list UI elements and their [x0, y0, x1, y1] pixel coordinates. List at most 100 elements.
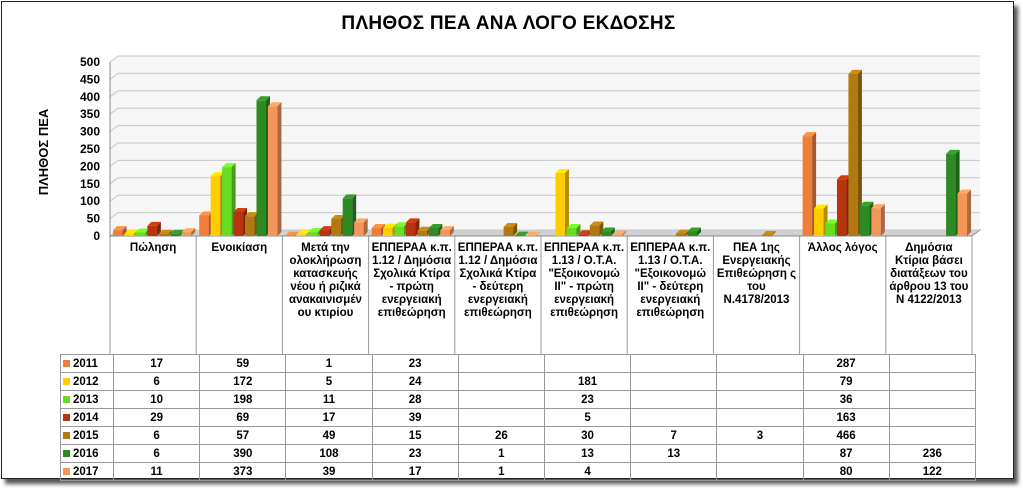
y-tick-label: 100	[80, 194, 100, 208]
y-tick-label: 400	[80, 90, 100, 104]
data-label: 29	[112, 408, 201, 427]
bar	[825, 223, 836, 236]
chart-plot: 0 50 100 150 200 250 300 350 400 450 500	[80, 55, 982, 354]
data-label: 17	[285, 408, 373, 427]
y-tick-label: 450	[80, 72, 100, 86]
y-tick-label: 250	[80, 142, 100, 156]
bar-top	[814, 204, 828, 209]
bar	[859, 205, 870, 236]
bar-top	[135, 228, 150, 233]
bar-side	[168, 229, 173, 236]
bar-side	[696, 227, 701, 236]
data-label: 108	[285, 444, 373, 463]
bar-top	[405, 218, 420, 223]
bar	[113, 230, 123, 236]
data-label	[888, 354, 976, 373]
bar-side	[880, 204, 885, 236]
bar	[428, 227, 439, 236]
bar-side	[564, 169, 569, 236]
bar	[158, 233, 169, 236]
bar-top	[762, 230, 776, 235]
legend-swatch	[63, 359, 70, 367]
table-row: 2015 6 57 49 15 26 30 7 3 466	[60, 426, 976, 445]
bar	[233, 211, 244, 236]
bar	[285, 235, 295, 237]
data-label: 6	[112, 426, 201, 445]
bar	[687, 231, 697, 236]
bar	[124, 233, 134, 236]
data-label: 3	[716, 426, 804, 445]
data-label: 5	[285, 372, 373, 391]
bar	[210, 176, 221, 236]
series-legend-cell: 2016	[60, 444, 114, 463]
data-label: 7	[630, 426, 718, 445]
bar	[848, 73, 858, 236]
bar-side	[536, 231, 541, 236]
bar-side	[857, 69, 862, 236]
bar-side	[610, 227, 615, 236]
bar	[371, 227, 382, 236]
bar-top	[555, 169, 569, 174]
y-tick-label: 350	[80, 107, 100, 121]
bar-side	[122, 226, 127, 236]
bar	[601, 231, 611, 236]
gridline	[109, 212, 980, 220]
data-label	[457, 408, 545, 427]
data-label: 181	[543, 372, 632, 391]
bar-top	[210, 172, 225, 177]
series-name: 2016	[73, 447, 99, 460]
bar	[946, 153, 956, 236]
data-table: 2011 17 59 1 23 287 2012 6 172 5 24 181 79 2013 10 198 1…	[60, 354, 976, 481]
data-label: 30	[543, 426, 632, 445]
legend-swatch	[63, 413, 70, 421]
data-label	[888, 372, 976, 391]
bar-top	[440, 226, 454, 231]
y-tick-label: 300	[80, 125, 100, 139]
bar-top	[222, 163, 236, 168]
bar-top	[308, 228, 322, 233]
legend-swatch	[63, 467, 70, 475]
bar-top	[124, 229, 138, 234]
data-label: 13	[630, 444, 718, 463]
bar	[440, 230, 450, 236]
data-label	[888, 408, 976, 427]
gridline	[109, 90, 980, 98]
data-label: 466	[802, 426, 890, 445]
bar-top	[802, 132, 817, 137]
legend-swatch	[63, 377, 70, 385]
data-label	[716, 390, 804, 409]
data-label	[630, 390, 718, 409]
bar-top	[245, 212, 259, 217]
bar	[319, 230, 330, 236]
bar-top	[371, 223, 386, 228]
data-label: 28	[371, 390, 459, 409]
bar	[245, 216, 255, 236]
table-row: 2013 10 198 11 28 23 36	[60, 390, 976, 409]
bar	[762, 234, 772, 236]
bar	[515, 235, 525, 237]
bar-side	[191, 228, 196, 236]
bar-top	[676, 229, 690, 234]
data-label	[457, 390, 545, 409]
gridline	[109, 125, 980, 133]
bar-top	[503, 222, 518, 227]
data-label	[888, 426, 976, 445]
series-name: 2017	[73, 465, 99, 478]
y-tick-label: 50	[87, 212, 101, 226]
series-legend-cell: 2013	[60, 390, 114, 409]
data-label	[630, 354, 718, 373]
bar	[135, 232, 146, 236]
legend-swatch	[63, 431, 70, 439]
bar-side	[294, 231, 299, 236]
bar-side	[449, 226, 454, 236]
bar-top	[848, 69, 862, 74]
bar	[526, 235, 537, 237]
legend-swatch	[63, 449, 70, 457]
y-tick-label: 200	[80, 159, 100, 173]
bar-top	[113, 226, 127, 231]
category-label: ΕΠΠΕΡΑΑ κ.π. 1.12 / Δημόσια Σχολικά Κτίρ…	[371, 242, 452, 319]
bar-top	[319, 226, 334, 231]
plot-wall	[110, 56, 980, 236]
table-row: 2011 17 59 1 23 287	[60, 354, 976, 373]
bar-top	[233, 207, 248, 212]
